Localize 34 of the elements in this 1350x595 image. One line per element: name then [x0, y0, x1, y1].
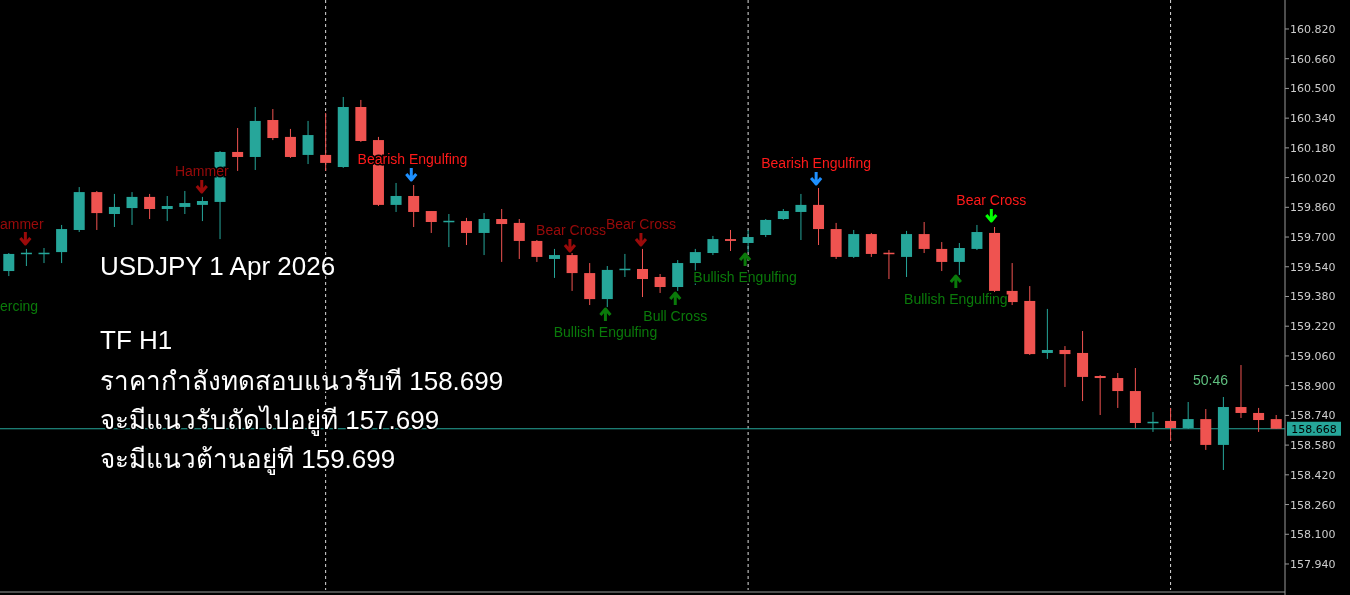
- y-tick-label: 160.180: [1290, 141, 1336, 155]
- y-tick-label: 158.740: [1290, 409, 1336, 423]
- y-tick-label: 160.820: [1290, 22, 1336, 36]
- annotation: Bull Cross: [643, 308, 708, 324]
- y-tick-label: 158.420: [1290, 468, 1336, 482]
- annotation: Bear Cross: [536, 222, 607, 238]
- y-tick-label: 159.380: [1290, 290, 1336, 304]
- annotation: Bullish Engulfing: [553, 324, 658, 340]
- annotation: ammer: [0, 216, 44, 232]
- y-tick-label: 159.540: [1290, 260, 1336, 274]
- y-tick-label: 160.660: [1290, 52, 1336, 66]
- y-tick-label: 160.340: [1290, 112, 1336, 126]
- y-tick-label: 159.700: [1290, 231, 1336, 245]
- annotation: Bearish Engulfing: [761, 155, 872, 171]
- annotation: Bullish Engulfing: [904, 291, 1008, 307]
- annotation: 50:46: [1193, 372, 1229, 388]
- annotation: ercing: [0, 298, 39, 314]
- ref-line-label: 158.668: [1291, 422, 1337, 436]
- text: USDJPY 1 Apr 2026: [100, 251, 336, 281]
- y-tick-label: 160.020: [1290, 171, 1336, 185]
- y-tick-label: 158.260: [1290, 498, 1336, 512]
- y-tick-label: 158.100: [1290, 528, 1336, 542]
- annotation: ราคากำลังทดสอบแนวรับที 158.699: [100, 366, 504, 396]
- y-tick-label: 159.860: [1290, 201, 1336, 215]
- annotation: Bear Cross: [956, 192, 1027, 208]
- y-tick-label: 159.220: [1290, 320, 1336, 334]
- y-tick-label: 158.580: [1290, 439, 1336, 453]
- y-tick-label: 159.060: [1290, 349, 1336, 363]
- y-tick-label: 160.500: [1290, 82, 1336, 96]
- annotation: จะมีแนวต้านอยู่ที 159.699: [100, 444, 396, 475]
- y-tick-label: 157.940: [1290, 557, 1336, 571]
- text: TF H1: [100, 325, 173, 355]
- y-tick-label: 158.900: [1290, 379, 1336, 393]
- annotation: Bear Cross: [605, 216, 676, 232]
